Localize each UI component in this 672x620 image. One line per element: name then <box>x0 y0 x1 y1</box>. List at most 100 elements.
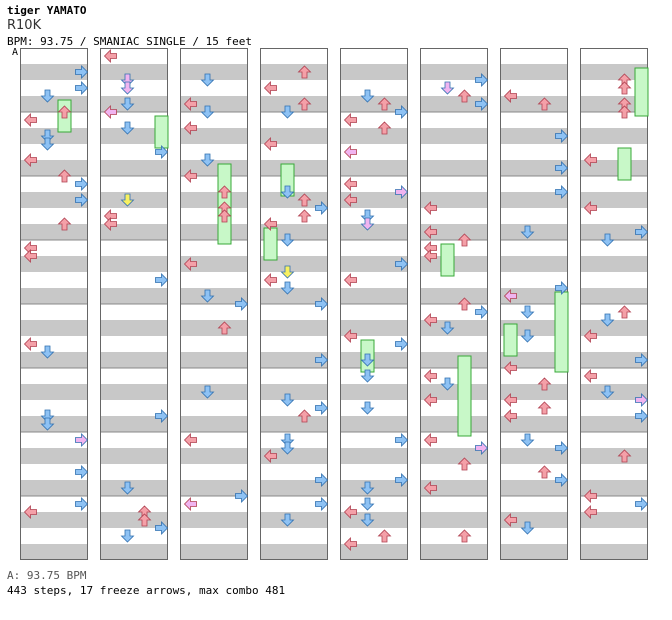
beat-stripe <box>100 160 168 176</box>
beat-stripe <box>180 544 248 560</box>
left-arrow-icon <box>343 505 357 519</box>
column-border <box>340 48 408 560</box>
up-arrow-icon <box>617 449 632 463</box>
beat-stripe <box>340 544 408 560</box>
down-arrow-icon <box>280 185 295 199</box>
beat-stripe <box>420 96 488 112</box>
left-arrow-icon <box>423 249 437 263</box>
up-arrow-icon <box>297 97 312 111</box>
left-arrow-icon <box>343 177 357 191</box>
right-arrow-icon <box>395 185 409 199</box>
beat-stripe <box>420 416 488 432</box>
right-arrow-icon <box>635 225 649 239</box>
right-arrow-icon <box>475 441 489 455</box>
beat-stripe <box>180 512 248 528</box>
down-arrow-icon <box>360 401 375 415</box>
beat-stripe <box>420 544 488 560</box>
beat-stripe <box>500 256 568 272</box>
beat-stripe <box>260 64 328 80</box>
right-arrow-icon <box>155 409 169 423</box>
down-arrow-icon <box>40 345 55 359</box>
beat-stripe <box>500 288 568 304</box>
right-arrow-icon <box>555 129 569 143</box>
beat-stripe <box>500 480 568 496</box>
beat-stripe <box>100 448 168 464</box>
beat-stripe <box>580 320 648 336</box>
beat-stripe <box>500 64 568 80</box>
beat-stripe <box>500 448 568 464</box>
down-arrow-icon <box>360 89 375 103</box>
right-arrow-icon <box>475 73 489 87</box>
beat-stripe <box>340 160 408 176</box>
beat-stripe <box>500 192 568 208</box>
up-arrow-icon <box>297 409 312 423</box>
down-arrow-icon <box>440 321 455 335</box>
beat-stripe <box>580 192 648 208</box>
left-arrow-icon <box>23 337 37 351</box>
beat-stripe <box>100 128 168 144</box>
up-arrow-icon <box>57 169 72 183</box>
column-border <box>20 48 88 560</box>
beat-stripe <box>340 192 408 208</box>
down-arrow-icon <box>120 81 135 95</box>
right-arrow-icon <box>395 337 409 351</box>
down-arrow-icon <box>280 441 295 455</box>
down-arrow-icon <box>280 513 295 527</box>
beat-stripe <box>340 224 408 240</box>
song-title: tiger YAMATO <box>7 4 87 17</box>
beat-stripe <box>20 160 88 176</box>
up-arrow-icon <box>457 297 472 311</box>
beat-stripe <box>260 384 328 400</box>
up-arrow-icon <box>457 89 472 103</box>
beat-stripe <box>180 480 248 496</box>
down-arrow-icon <box>40 417 55 431</box>
beat-stripe <box>420 480 488 496</box>
beat-stripe <box>100 352 168 368</box>
right-arrow-icon <box>395 473 409 487</box>
beat-stripe <box>20 288 88 304</box>
left-arrow-icon <box>183 121 197 135</box>
beat-stripe <box>20 64 88 80</box>
down-arrow-icon <box>280 233 295 247</box>
beat-stripe <box>20 384 88 400</box>
beat-stripe <box>180 192 248 208</box>
up-arrow-icon <box>137 513 152 527</box>
left-arrow-icon <box>263 449 277 463</box>
down-arrow-icon <box>40 129 55 143</box>
beat-stripe <box>20 320 88 336</box>
up-arrow-icon <box>537 401 552 415</box>
beat-stripe <box>180 416 248 432</box>
beat-stripe <box>340 416 408 432</box>
left-arrow-icon <box>183 97 197 111</box>
right-arrow-icon <box>395 105 409 119</box>
freeze-arrow-icon <box>457 355 472 437</box>
right-arrow-icon <box>635 353 649 367</box>
beat-stripe <box>260 544 328 560</box>
beat-stripe <box>20 352 88 368</box>
right-arrow-icon <box>555 473 569 487</box>
beat-stripe <box>180 448 248 464</box>
down-arrow-icon <box>120 97 135 111</box>
left-arrow-icon <box>423 433 437 447</box>
down-arrow-icon <box>120 481 135 495</box>
chart-info: BPM: 93.75 / SMANIAC SINGLE / 15 feet <box>7 35 253 48</box>
down-arrow-icon <box>360 497 375 511</box>
down-arrow-icon <box>360 217 375 231</box>
beat-stripe <box>260 96 328 112</box>
beat-stripe <box>20 480 88 496</box>
beat-stripe <box>20 544 88 560</box>
right-arrow-icon <box>235 489 249 503</box>
stats-footer: 443 steps, 17 freeze arrows, max combo 4… <box>7 584 286 597</box>
left-arrow-icon <box>343 273 357 287</box>
beat-stripe <box>100 416 168 432</box>
beat-stripe <box>100 384 168 400</box>
right-arrow-icon <box>315 353 329 367</box>
right-arrow-icon <box>395 433 409 447</box>
right-arrow-icon <box>635 497 649 511</box>
left-arrow-icon <box>503 409 517 423</box>
beat-stripe <box>500 160 568 176</box>
right-arrow-icon <box>75 81 89 95</box>
down-arrow-icon <box>520 433 535 447</box>
left-arrow-icon <box>103 217 117 231</box>
